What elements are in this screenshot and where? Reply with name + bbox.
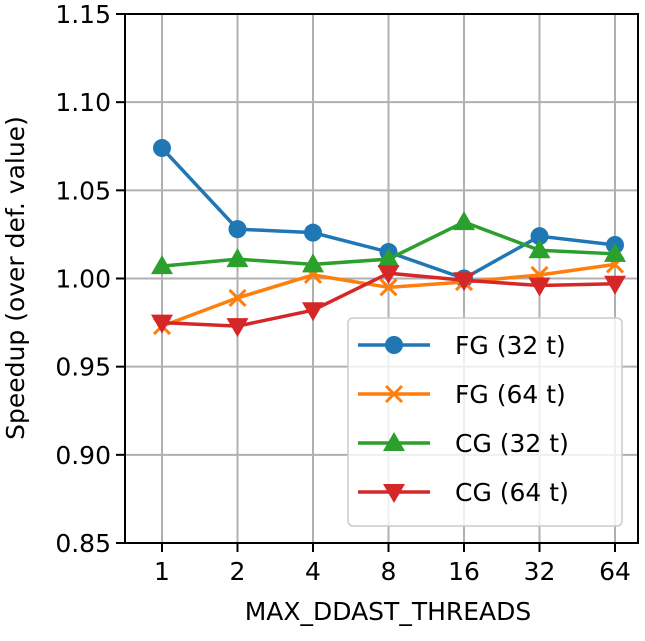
data-point [228,288,247,307]
data-point [304,223,322,242]
data-point [228,220,247,239]
data-point [453,272,475,292]
legend-marker [383,484,405,503]
x-tick-label: 32 [524,557,556,586]
legend-label: FG (64 t) [455,380,566,409]
marker-stroke [228,288,247,307]
legend-label: CG (32 t) [455,429,569,458]
marker-stroke [384,384,404,404]
data-point [377,265,400,285]
series-layer [151,139,626,338]
x-tick-label: 16 [448,557,480,586]
data-point [528,239,551,259]
series-cg-64-t [151,265,626,338]
data-point [226,318,249,338]
y-tick-label: 0.85 [55,529,111,558]
y-tick-label: 1.00 [55,265,111,294]
data-point [379,278,398,297]
x-axis-label: MAX_DDAST_THREADS [245,597,532,626]
x-axis: 1 2 4 8 16 32 64 [154,543,631,586]
data-point [151,255,173,275]
x-tick-label: 2 [230,557,246,586]
data-point [153,139,171,158]
legend-marker [385,336,403,354]
y-tick-label: 1.15 [55,0,111,29]
y-tick-label: 0.95 [55,353,111,382]
series-cg-32-t [151,211,626,275]
data-point [151,314,173,334]
x-tick-label: 4 [305,557,321,586]
y-axis: 0.85 0.90 0.95 1.00 1.05 1.10 1.15 [55,0,125,558]
data-point [302,302,324,322]
legend-label: FG (32 t) [455,331,566,360]
legend-label: CG (64 t) [455,478,569,507]
data-point [377,248,400,268]
data-point [226,248,249,268]
legend-box [347,317,623,527]
data-point [604,275,626,295]
y-tick-label: 1.05 [55,176,111,205]
marker-stroke [379,278,398,297]
legend-marker [383,432,405,451]
data-point [528,277,551,297]
y-axis-label: Speedup (over def. value) [1,116,30,440]
data-point [530,227,549,246]
data-point [453,211,475,231]
y-tick-label: 0.90 [55,441,111,470]
data-point [604,242,626,262]
legend-marker [384,384,404,404]
x-tick-label: 1 [154,557,170,586]
data-point [302,253,324,273]
y-tick-label: 1.10 [55,88,111,117]
x-tick-label: 8 [381,557,397,586]
x-tick-label: 64 [599,557,631,586]
legend: FG (32 t) FG (64 t) CG (32 t) CG (64 t) [347,317,623,527]
